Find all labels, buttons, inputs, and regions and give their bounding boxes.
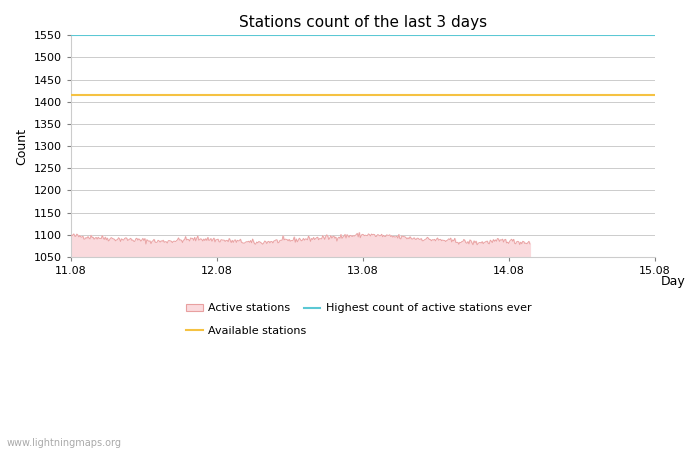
Title: Stations count of the last 3 days: Stations count of the last 3 days — [239, 15, 486, 30]
Text: www.lightningmaps.org: www.lightningmaps.org — [7, 437, 122, 447]
Y-axis label: Count: Count — [15, 128, 28, 165]
Text: Day: Day — [661, 274, 685, 288]
Legend: Available stations: Available stations — [181, 321, 311, 340]
